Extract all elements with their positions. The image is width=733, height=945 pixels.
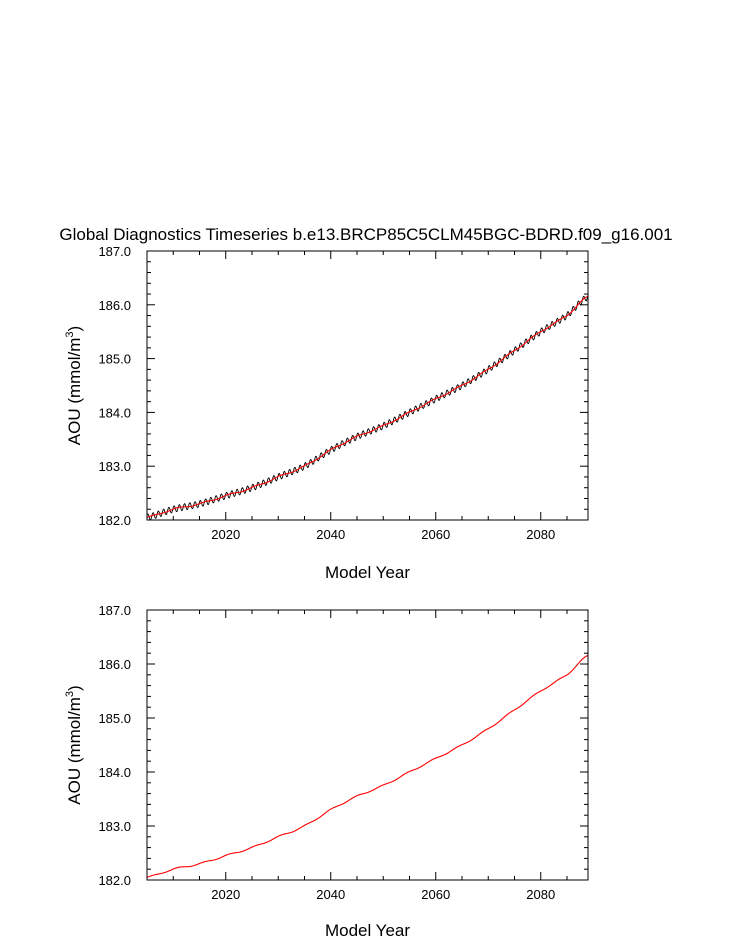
y-tick-label: 187.0 [98, 244, 131, 259]
x-tick-label: 2060 [421, 527, 450, 542]
top-panel: 2020 2040 2060 2080 182.0 183.0 184.0 185.0 186.… [64, 244, 589, 582]
x-axis-title: Model Year [325, 921, 410, 940]
y-tick-label: 187.0 [98, 603, 131, 618]
series-group [147, 294, 588, 520]
y-axis-title-main: AOU (mmol/m [65, 338, 84, 446]
plot-frame [146, 250, 589, 521]
y-axis-title-main: AOU (mmol/m [65, 697, 84, 805]
y-tick-label: 182.0 [98, 873, 131, 888]
x-axis-title: Model Year [325, 563, 410, 582]
series-group [147, 654, 588, 878]
x-tick-label: 2080 [526, 887, 555, 902]
x-tick-label: 2020 [211, 887, 240, 902]
annual-series-line [147, 654, 588, 878]
plot-frame [146, 609, 589, 881]
x-tick-label: 2060 [421, 887, 450, 902]
y-axis-title-close: ) [65, 685, 84, 691]
annual-series-line [147, 295, 588, 518]
chart-title: Global Diagnostics Timeseries b.e13.BRCP… [59, 225, 672, 244]
y-axis-title-superscript: 3 [64, 691, 76, 697]
y-axis-title: AOU (mmol/m3) [64, 326, 84, 445]
y-axis-title-superscript: 3 [64, 331, 76, 337]
y-tick-label: 186.0 [98, 298, 131, 313]
y-tick-label: 185.0 [98, 352, 131, 367]
x-tick-label: 2080 [526, 527, 555, 542]
y-tick-label: 184.0 [98, 765, 131, 780]
y-axis-title: AOU (mmol/m3) [64, 685, 84, 804]
y-tick-label: 186.0 [98, 657, 131, 672]
y-tick-label: 183.0 [98, 459, 131, 474]
x-tick-label: 2040 [316, 887, 345, 902]
bottom-panel: 2020 2040 2060 2080 182.0 183.0 184.0 185.0 186.… [64, 603, 589, 940]
monthly-series-line [147, 294, 588, 520]
y-tick-label: 183.0 [98, 819, 131, 834]
y-tick-label: 184.0 [98, 405, 131, 420]
y-axis-title-close: ) [65, 326, 84, 332]
x-tick-label: 2020 [211, 527, 240, 542]
y-tick-label: 182.0 [98, 513, 131, 528]
x-tick-label: 2040 [316, 527, 345, 542]
y-tick-label: 185.0 [98, 711, 131, 726]
